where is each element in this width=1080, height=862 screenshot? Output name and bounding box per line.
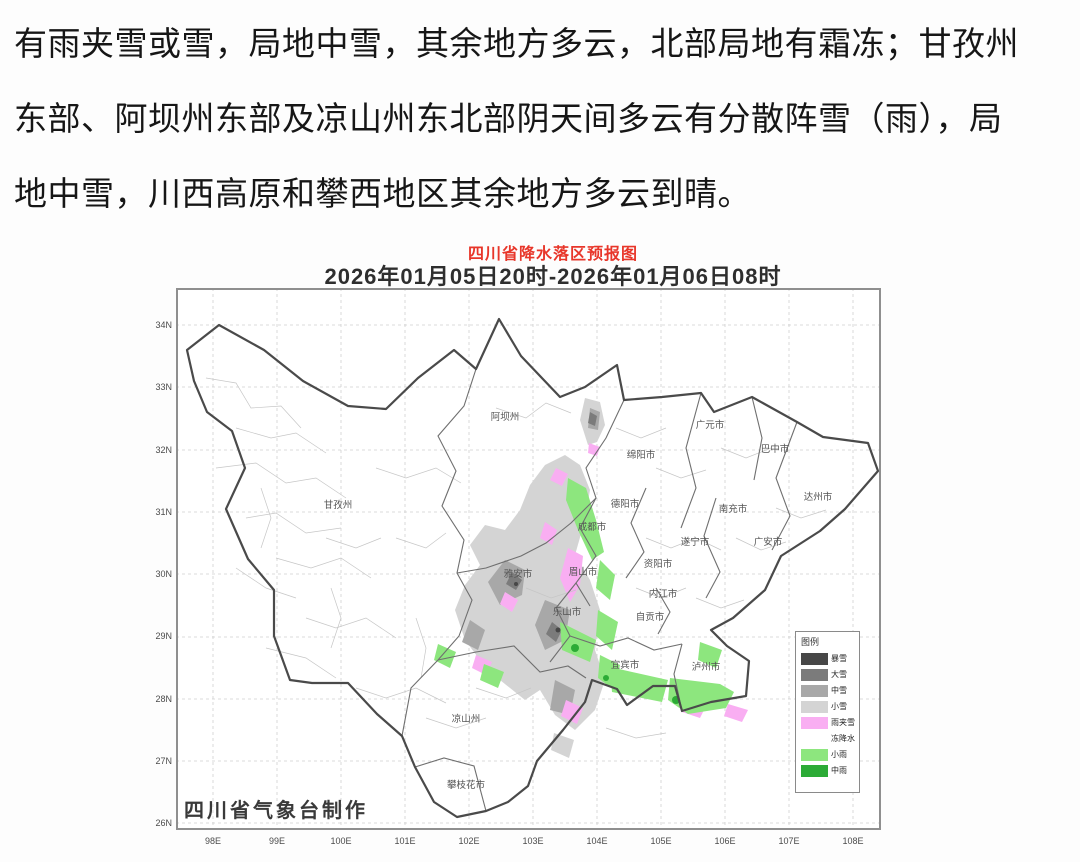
lat-tick-label: 26N xyxy=(155,818,172,828)
map-credit: 四川省气象台制作 xyxy=(184,800,368,822)
precip-heavy-snow-patches xyxy=(506,412,597,642)
legend-label: 小雨 xyxy=(831,750,847,759)
city-label: 巴中市 xyxy=(761,443,790,455)
legend-swatch xyxy=(801,748,828,761)
city-label: 甘孜州 xyxy=(324,499,353,511)
legend: 图例 暴雪大雪中雪小雪雨夹雪冻降水小雨中雨 xyxy=(795,631,860,793)
legend-label: 暴雪 xyxy=(831,654,847,663)
forecast-paragraph: 有雨夹雪或雪，局地中雪，其余地方多云，北部局地有霜冻；甘孜州 东部、阿坝州东部及… xyxy=(14,8,1072,233)
legend-swatch xyxy=(801,684,828,697)
province-boundary xyxy=(185,317,879,819)
lat-tick-label: 27N xyxy=(155,755,172,766)
lon-tick-label: 99E xyxy=(268,836,285,846)
city-label: 凉山州 xyxy=(452,713,481,725)
precip-light-snow-patches xyxy=(455,398,605,758)
precip-blizzard-patches xyxy=(514,582,561,633)
city-label: 德阳市 xyxy=(611,498,640,510)
legend-item: 冻降水 xyxy=(801,732,856,745)
legend-rows: 暴雪大雪中雪小雪雨夹雪冻降水小雨中雨 xyxy=(801,652,856,777)
lon-tick-label: 106E xyxy=(714,836,736,846)
city-label: 广元市 xyxy=(696,419,725,431)
lon-tick-label: 100E xyxy=(330,836,352,846)
legend-item: 小雨 xyxy=(801,748,856,761)
lon-tick-label: 105E xyxy=(650,836,672,846)
legend-swatch xyxy=(801,668,828,681)
forecast-text-line-2: 东部、阿坝州东部及凉山州东北部阴天间多云有分散阵雪（雨），局 xyxy=(14,102,1003,138)
legend-label: 雨夹雪 xyxy=(831,718,855,727)
city-label: 达州市 xyxy=(804,491,833,503)
lon-tick-label: 103E xyxy=(522,836,544,846)
legend-item: 中雨 xyxy=(801,764,856,777)
city-label: 南充市 xyxy=(719,503,748,515)
legend-item: 中雪 xyxy=(801,684,856,697)
city-label: 雅安市 xyxy=(504,568,533,580)
lon-tick-label: 102E xyxy=(458,836,480,846)
city-label: 成都市 xyxy=(578,521,607,533)
legend-label: 冻降水 xyxy=(831,734,855,743)
legend-title: 图例 xyxy=(801,637,820,647)
legend-item: 雨夹雪 xyxy=(801,716,856,729)
forecast-text-line-3: 地中雪，川西高原和攀西地区其余地方多云到晴。 xyxy=(14,177,751,213)
forecast-text-line-1: 有雨夹雪或雪，局地中雪，其余地方多云，北部局地有霜冻；甘孜州 xyxy=(14,27,1019,63)
lon-tick-label: 108E xyxy=(842,836,864,846)
lon-tick-label: 104E xyxy=(586,836,608,846)
lat-tick-label: 30N xyxy=(155,569,172,579)
lat-tick-label: 33N xyxy=(155,382,172,393)
legend-swatch xyxy=(801,652,828,665)
lat-tick-label: 34N xyxy=(155,320,172,330)
city-label: 内江市 xyxy=(649,588,678,600)
map-frame: 甘孜州 阿坝州广元市绵阳市 巴中市达州市南充市广安市 遂宁市 德阳市 成都市资阳市眉山市 雅… xyxy=(176,288,881,830)
city-label: 泸州市 xyxy=(692,661,721,673)
lat-tick-label: 31N xyxy=(155,506,172,517)
city-label: 乐山市 xyxy=(553,606,582,618)
legend-swatch xyxy=(801,764,828,777)
legend-swatch xyxy=(801,716,828,729)
city-label: 自贡市 xyxy=(636,611,665,623)
legend-label: 小雪 xyxy=(831,702,847,711)
lat-tick-label: 28N xyxy=(155,693,172,704)
legend-label: 中雪 xyxy=(831,686,847,695)
lon-tick-label: 107E xyxy=(778,836,800,846)
city-label: 遂宁市 xyxy=(681,536,710,548)
lat-tick-label: 32N xyxy=(155,444,172,455)
map-title: 四川省降水落区预报图 xyxy=(467,246,638,263)
legend-label: 中雨 xyxy=(831,766,847,775)
lon-tick-label: 101E xyxy=(394,836,416,846)
city-label: 广安市 xyxy=(754,536,783,548)
city-label: 宜宾市 xyxy=(611,659,640,671)
city-label: 绵阳市 xyxy=(627,449,656,461)
legend-item: 暴雪 xyxy=(801,652,856,665)
city-label: 资阳市 xyxy=(644,558,673,570)
legend-swatch xyxy=(801,732,828,745)
map-period: 2026年01月05日20时-2026年01月06日08时 xyxy=(324,264,782,289)
prefecture-boundaries xyxy=(401,368,798,812)
lat-tick-label: 29N xyxy=(155,631,172,642)
legend-item: 大雪 xyxy=(801,668,856,681)
city-label: 阿坝州 xyxy=(491,412,520,423)
county-boundaries xyxy=(205,377,827,739)
legend-item: 小雪 xyxy=(801,700,856,713)
lon-tick-label: 98E xyxy=(204,836,221,846)
city-label: 眉山市 xyxy=(569,566,598,578)
legend-swatch xyxy=(801,700,828,713)
city-label: 攀枝花市 xyxy=(447,779,486,791)
legend-label: 大雪 xyxy=(831,670,847,679)
